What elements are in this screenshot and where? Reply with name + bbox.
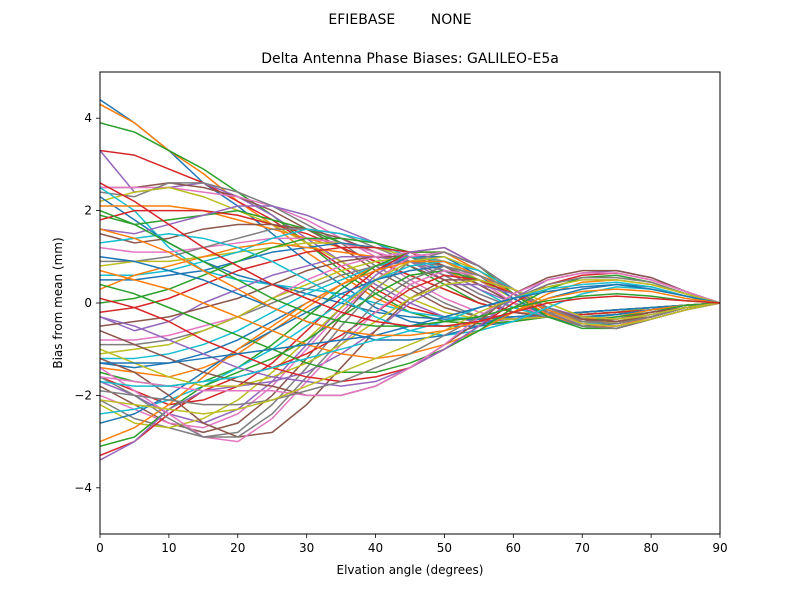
series-line-48 — [100, 265, 720, 438]
series-line-57 — [100, 272, 720, 397]
x-tick-label: 60 — [506, 541, 521, 555]
y-tick-label: −4 — [74, 481, 92, 495]
x-tick-label: 80 — [643, 541, 658, 555]
y-tick-label: 2 — [84, 204, 92, 218]
x-axis-label: Elvation angle (degrees) — [337, 563, 484, 577]
y-tick-label: 0 — [84, 296, 92, 310]
y-tick-label: −2 — [74, 388, 92, 402]
x-tick-label: 20 — [230, 541, 245, 555]
series-line-53 — [100, 274, 720, 374]
x-tick-label: 0 — [96, 541, 104, 555]
series-line-60 — [100, 281, 720, 387]
figure-suptitle: EFIEBASE NONE — [328, 12, 471, 28]
x-tick-label: 70 — [575, 541, 590, 555]
x-tick-label: 10 — [161, 541, 176, 555]
series-line-64 — [100, 182, 720, 327]
y-tick-label: 4 — [84, 111, 92, 125]
x-tick-label: 40 — [368, 541, 383, 555]
series-line-58 — [100, 276, 720, 406]
x-axis: 0 10 20 30 40 50 60 70 80 90 — [96, 534, 728, 555]
y-axis-label: Bias from mean (mm) — [51, 237, 65, 368]
x-tick-label: 30 — [299, 541, 314, 555]
series-line-59 — [100, 279, 720, 415]
chart-title: Delta Antenna Phase Biases: GALILEO-E5a — [261, 51, 559, 67]
x-tick-label: 50 — [437, 541, 452, 555]
series-line-49 — [100, 279, 720, 387]
x-tick-label: 90 — [712, 541, 727, 555]
y-axis: −4 −2 0 2 4 — [74, 111, 100, 495]
series-line-62 — [100, 228, 720, 337]
series-layer — [100, 99, 720, 461]
